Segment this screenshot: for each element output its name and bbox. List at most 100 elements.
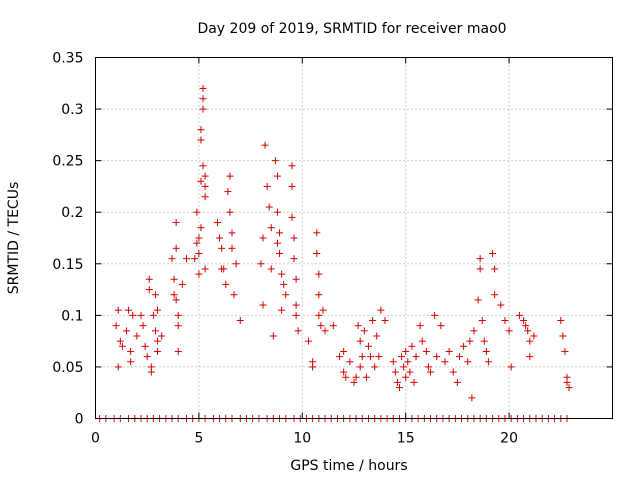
data-point bbox=[292, 311, 300, 319]
data-point bbox=[305, 337, 313, 345]
data-point bbox=[294, 327, 302, 335]
data-point bbox=[482, 347, 490, 355]
data-point bbox=[222, 280, 230, 288]
data-point bbox=[201, 172, 209, 180]
data-point bbox=[273, 172, 281, 180]
data-point bbox=[424, 363, 432, 371]
data-point bbox=[154, 337, 162, 345]
data-point bbox=[288, 182, 296, 190]
data-point bbox=[364, 342, 372, 350]
x-tick-label: 0 bbox=[91, 431, 100, 447]
data-point bbox=[143, 353, 151, 361]
data-point bbox=[261, 141, 269, 149]
data-point bbox=[216, 234, 224, 242]
x-axis-label: GPS time / hours bbox=[290, 458, 407, 474]
data-point bbox=[416, 322, 424, 330]
data-point bbox=[313, 249, 321, 257]
data-point bbox=[220, 265, 228, 273]
data-point bbox=[360, 327, 368, 335]
y-tick-label: 0.25 bbox=[52, 154, 83, 170]
y-tick-label: 0.2 bbox=[61, 205, 83, 221]
data-point bbox=[265, 203, 273, 211]
data-point bbox=[139, 322, 147, 330]
data-point bbox=[172, 296, 180, 304]
data-point bbox=[114, 363, 122, 371]
data-point bbox=[336, 353, 344, 361]
data-point bbox=[377, 306, 385, 314]
data-point bbox=[317, 322, 325, 330]
y-tick-label: 0.3 bbox=[61, 102, 83, 118]
data-point bbox=[315, 311, 323, 319]
data-point bbox=[484, 358, 492, 366]
data-point bbox=[340, 368, 348, 376]
data-point bbox=[352, 373, 360, 381]
y-tick-label: 0 bbox=[75, 412, 84, 428]
data-point bbox=[230, 291, 238, 299]
grid bbox=[95, 57, 613, 419]
data-point bbox=[292, 301, 300, 309]
data-point bbox=[195, 249, 203, 257]
data-point bbox=[478, 317, 486, 325]
x-tick-label: 15 bbox=[397, 431, 415, 447]
data-point bbox=[182, 255, 190, 263]
data-point bbox=[406, 368, 414, 376]
data-point bbox=[431, 311, 439, 319]
data-point bbox=[218, 244, 226, 252]
data-point bbox=[445, 347, 453, 355]
data-point bbox=[133, 332, 141, 340]
data-point bbox=[449, 368, 457, 376]
data-point bbox=[282, 291, 290, 299]
data-point bbox=[174, 311, 182, 319]
data-point bbox=[526, 353, 534, 361]
data-point bbox=[404, 358, 412, 366]
y-tick-label: 0.05 bbox=[52, 360, 83, 376]
data-point bbox=[276, 229, 284, 237]
data-point bbox=[561, 347, 569, 355]
data-point bbox=[470, 327, 478, 335]
data-point bbox=[269, 332, 277, 340]
data-point bbox=[154, 306, 162, 314]
data-point bbox=[228, 229, 236, 237]
data-point bbox=[505, 327, 513, 335]
data-point bbox=[224, 188, 232, 196]
data-point bbox=[259, 301, 267, 309]
data-point bbox=[276, 249, 284, 257]
data-point bbox=[278, 306, 286, 314]
data-point bbox=[489, 249, 497, 257]
data-point bbox=[522, 322, 530, 330]
data-point bbox=[197, 136, 205, 144]
data-point bbox=[354, 322, 362, 330]
data-point bbox=[273, 239, 281, 247]
data-point bbox=[147, 368, 155, 376]
data-point bbox=[315, 270, 323, 278]
data-point bbox=[168, 255, 176, 263]
data-point bbox=[480, 337, 488, 345]
data-point bbox=[468, 394, 476, 402]
data-point bbox=[141, 342, 149, 350]
y-axis-label: SRMTID / TECUs bbox=[6, 182, 22, 295]
data-point bbox=[201, 193, 209, 201]
data-point bbox=[507, 363, 515, 371]
data-point bbox=[174, 322, 182, 330]
data-point bbox=[145, 275, 153, 283]
data-point bbox=[288, 162, 296, 170]
plot-frame bbox=[95, 57, 613, 419]
data-point bbox=[563, 378, 571, 386]
data-point bbox=[565, 384, 573, 392]
data-point bbox=[367, 353, 375, 361]
data-point bbox=[151, 291, 159, 299]
data-point bbox=[358, 353, 366, 361]
y-tick-label: 0.15 bbox=[52, 257, 83, 273]
data-point bbox=[263, 182, 271, 190]
data-point bbox=[433, 353, 441, 361]
data-point bbox=[290, 255, 298, 263]
data-point bbox=[232, 260, 240, 268]
data-point bbox=[524, 327, 532, 335]
data-point bbox=[199, 105, 207, 113]
data-point bbox=[129, 311, 137, 319]
x-tick-label: 10 bbox=[293, 431, 311, 447]
data-point bbox=[228, 244, 236, 252]
data-point bbox=[402, 373, 410, 381]
data-point bbox=[123, 327, 131, 335]
